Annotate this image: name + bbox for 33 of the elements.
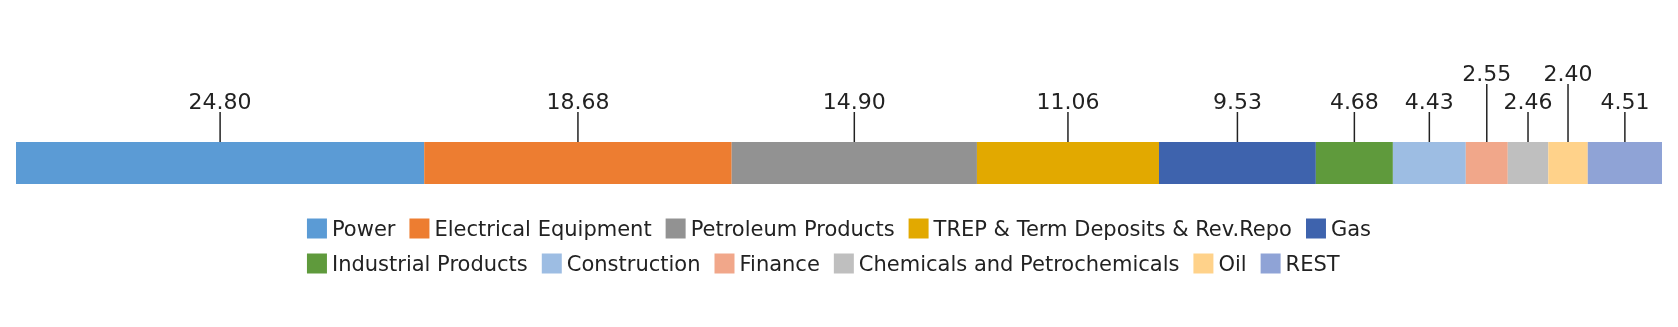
legend-label: Gas xyxy=(1330,216,1372,241)
legend-label: Finance xyxy=(739,251,820,276)
legend-label: Construction xyxy=(566,251,701,276)
bar xyxy=(976,142,1159,184)
legend-label: TREP & Term Deposits & Rev.Repo xyxy=(932,216,1292,241)
data-label: 2.55 xyxy=(1462,60,1512,86)
legend-label: Petroleum Products xyxy=(690,216,895,241)
legend-label: Power xyxy=(331,216,396,241)
data-label: 4.51 xyxy=(1600,88,1650,114)
bar xyxy=(1548,142,1588,184)
legend-label: Oil xyxy=(1218,251,1247,276)
data-label: 4.43 xyxy=(1404,88,1454,114)
legend-label: Electrical Equipment xyxy=(434,216,652,241)
bar xyxy=(1587,142,1662,184)
bar xyxy=(1158,142,1316,184)
bar xyxy=(1507,142,1549,184)
bar xyxy=(731,142,977,184)
data-label: 24.80 xyxy=(188,88,252,114)
legend-label: Chemicals and Petrochemicals xyxy=(858,251,1180,276)
data-label: 4.68 xyxy=(1329,88,1379,114)
data-label: 2.40 xyxy=(1543,60,1593,86)
legend-label: REST xyxy=(1285,251,1340,276)
legend-label: Industrial Products xyxy=(331,251,528,276)
bar xyxy=(16,142,425,184)
data-label: 2.46 xyxy=(1503,88,1553,114)
bar xyxy=(1315,142,1393,184)
bar xyxy=(424,142,732,184)
bar xyxy=(1392,142,1466,184)
bar xyxy=(1465,142,1508,184)
data-label: 9.53 xyxy=(1212,88,1262,114)
data-label: 14.90 xyxy=(822,88,886,114)
data-label: 11.06 xyxy=(1036,88,1100,114)
data-label: 18.68 xyxy=(546,88,610,114)
